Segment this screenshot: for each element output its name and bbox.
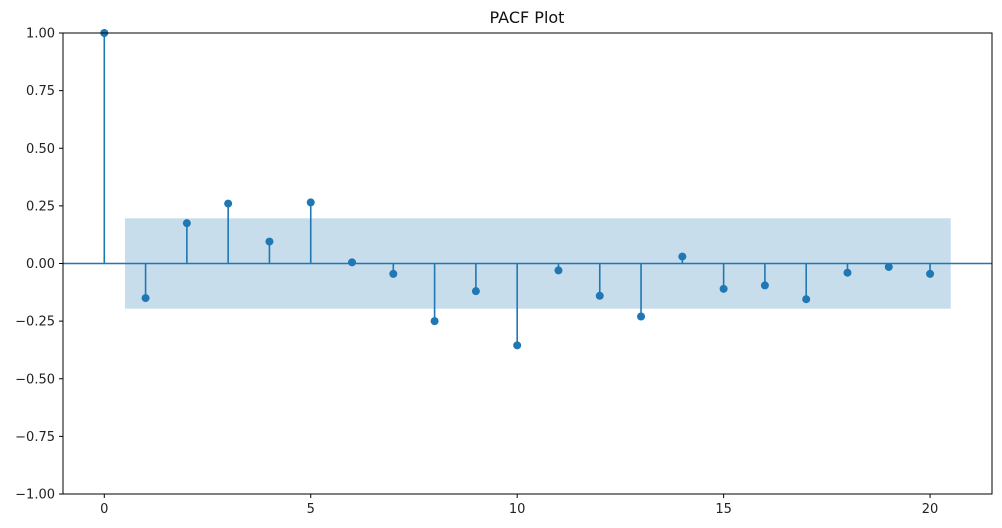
x-tick-label: 10 [509,502,526,517]
marker-lag-14 [678,252,687,261]
y-tick-label: 0.75 [26,84,55,99]
y-tick-label: 1.00 [26,27,55,42]
marker-lag-12 [595,291,604,300]
marker-lag-18 [843,268,852,277]
marker-lag-3 [224,199,233,208]
y-tick-label: 0.00 [26,257,55,272]
marker-lag-15 [719,284,728,293]
x-tick-label: 5 [307,502,315,517]
marker-lag-6 [348,258,357,267]
marker-lag-20 [926,269,935,278]
marker-lag-10 [513,341,522,350]
marker-lag-2 [182,219,191,228]
marker-lag-5 [306,198,315,207]
marker-lag-16 [760,281,769,290]
chart-title: PACF Plot [490,8,565,27]
y-tick-label: 0.50 [26,142,55,157]
marker-lag-8 [430,317,439,326]
marker-lag-4 [265,237,274,246]
x-tick-label: 15 [715,502,732,517]
marker-lag-17 [802,295,811,304]
marker-lag-1 [141,294,150,303]
marker-lag-9 [471,287,480,296]
x-tick-label: 20 [922,502,939,517]
y-tick-label: −0.50 [15,372,55,387]
y-tick-label: −0.75 [15,430,55,445]
plot-area: −1.00 −0.75 −0.50 −0.25 0.00 0.25 0.50 0.75 1.00… [15,27,993,517]
marker-lag-19 [884,262,893,271]
y-tick-label: −0.25 [15,315,55,330]
x-tick-label: 0 [100,502,108,517]
y-tick-label: 0.25 [26,199,55,214]
marker-lag-7 [389,269,398,278]
marker-lag-13 [637,312,646,321]
marker-lag-11 [554,266,563,275]
y-tick-label: −1.00 [15,488,55,503]
